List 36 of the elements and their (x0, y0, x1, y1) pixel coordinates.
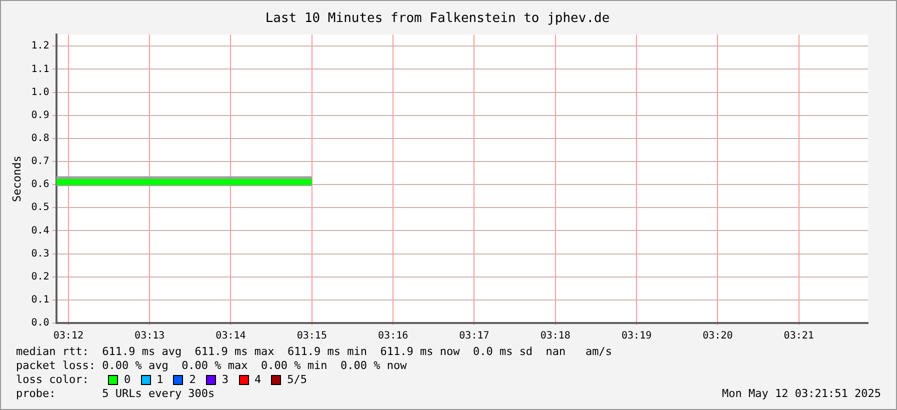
text: packet loss: 0.00 % avg 0.00 % max 0.00 % min 0.00 % now (16, 359, 408, 373)
legend-label: 5/5 (287, 373, 307, 387)
x-tick-label: 03:16 (378, 330, 408, 342)
legend-label: 2 (189, 373, 196, 387)
text: probe: 5 URLs every 300s (16, 387, 215, 401)
y-tick-label: 1.1 (31, 64, 50, 75)
y-tick-label: 0.0 (31, 318, 50, 329)
x-tick-label: 03:20 (702, 330, 733, 342)
chart-title: Last 10 Minutes from Falkenstein to jphev.de (265, 11, 610, 26)
x-tick-label: 03:15 (296, 330, 327, 342)
y-tick-label: 0.2 (31, 271, 50, 282)
x-tick-label: 03:17 (459, 330, 490, 342)
y-tick-label: 0.4 (31, 225, 50, 236)
y-tick-label: 0.6 (31, 179, 50, 190)
legend-label: 1 (156, 373, 164, 387)
y-tick-label: 0.3 (31, 248, 50, 260)
legend-label: 3 (222, 373, 228, 387)
y-tick-label: 0.9 (31, 110, 50, 121)
y-tick-label: 1.2 (31, 40, 50, 52)
y-axis-title: Seconds (10, 156, 24, 202)
y-tick-label: 0.1 (31, 294, 50, 306)
x-tick-label: 03:18 (540, 330, 570, 342)
text: median rtt: 611.9 ms avg 611.9 ms max 611.9 ms min 611.9 ms now 0.0 ms sd nan am/s (16, 345, 614, 359)
x-tick-label: 03:14 (216, 330, 246, 342)
x-tick-label: 03:21 (784, 330, 814, 342)
y-tick-label: 0.8 (31, 133, 50, 144)
y-tick-label: 0.5 (31, 202, 50, 214)
y-tick-label: 0.7 (31, 156, 50, 168)
x-tick-label: 03:13 (134, 330, 165, 342)
text: Mon May 12 03:21:51 2025 (722, 387, 881, 401)
legend-label: 4 (254, 373, 262, 387)
y-tick-label: 1.0 (31, 86, 50, 98)
x-tick-label: 03:12 (53, 330, 84, 342)
legend-label: 0 (124, 373, 131, 387)
x-tick-label: 03:19 (622, 330, 652, 342)
legend-title: loss color: (16, 373, 90, 387)
